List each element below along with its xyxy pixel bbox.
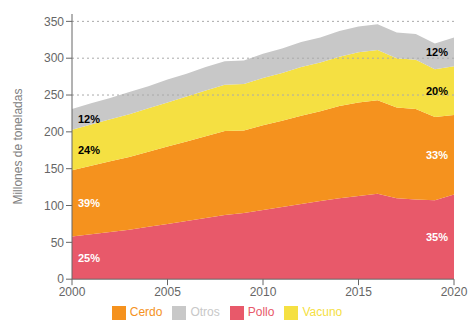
html-text:Vacuno: Vacuno xyxy=(302,305,343,320)
svg-text:12%: 12% xyxy=(426,46,448,58)
svg-text:33%: 33% xyxy=(426,149,448,161)
svg-text:50: 50 xyxy=(51,236,65,250)
svg-text:2005: 2005 xyxy=(154,285,181,299)
html-text:Cerdo: Cerdo xyxy=(129,305,163,320)
svg-text:20%: 20% xyxy=(426,85,448,97)
html-text:Otros: Otros xyxy=(190,305,220,320)
svg-text:2020: 2020 xyxy=(441,285,466,299)
svg-text:25%: 25% xyxy=(78,252,100,264)
svg-text:300: 300 xyxy=(44,51,64,65)
svg-text:2015: 2015 xyxy=(345,285,372,299)
html-text:Pollo: Pollo xyxy=(247,305,275,320)
svg-text:Millones de toneladas: Millones de toneladas xyxy=(11,89,25,205)
svg-text:24%: 24% xyxy=(78,144,100,156)
svg-text:39%: 39% xyxy=(78,197,100,209)
svg-text:35%: 35% xyxy=(426,231,448,243)
svg-text:350: 350 xyxy=(44,15,64,29)
svg-text:150: 150 xyxy=(44,162,64,176)
svg-text:2000: 2000 xyxy=(59,285,86,299)
svg-text:2010: 2010 xyxy=(250,285,277,299)
svg-text:250: 250 xyxy=(44,88,64,102)
svg-text:0: 0 xyxy=(57,272,64,286)
svg-text:100: 100 xyxy=(44,199,64,213)
svg-text:200: 200 xyxy=(44,125,64,139)
svg-text:12%: 12% xyxy=(78,113,100,125)
